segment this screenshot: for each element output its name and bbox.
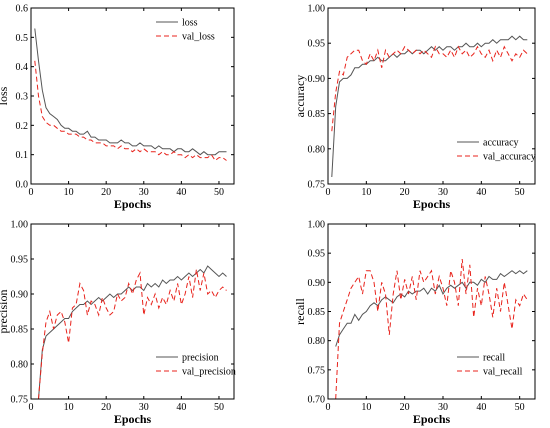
y-tick-label: 0.90 <box>308 74 326 85</box>
y-tick-label: 0.75 <box>308 365 326 376</box>
legend-label: precision <box>182 353 219 364</box>
x-tick-label: 10 <box>361 402 371 413</box>
x-tick-label: 40 <box>176 402 186 413</box>
x-tick-label: 0 <box>29 402 34 413</box>
x-axis-label: Epochs <box>114 412 152 426</box>
x-tick-label: 0 <box>326 187 331 198</box>
chart-panel-recall: 0 10 20 30 40 50 0.70 0.75 0.80 0.85 0.90 0.95 1.00 E… <box>293 220 536 426</box>
y-tick-label: 0.1 <box>16 150 29 161</box>
series-line-val-precision <box>38 269 227 399</box>
y-tick-label: 0.80 <box>11 360 29 371</box>
legend-label: accuracy <box>483 138 519 149</box>
x-axis-label: Epochs <box>413 197 451 211</box>
x-tick-label: 20 <box>400 187 410 198</box>
legend-label: loss <box>182 18 198 29</box>
y-tick-label: 0.6 <box>16 4 29 15</box>
y-tick-label: 0.75 <box>308 180 326 191</box>
legend: precision val_precision <box>156 353 236 378</box>
y-axis-label: precision <box>0 290 10 334</box>
chart-panel-accuracy: 0 10 20 30 40 50 0.75 0.80 0.85 0.90 0.95 1.00 Epoch… <box>293 4 536 212</box>
y-tick-label: 0.5 <box>16 33 29 44</box>
x-tick-label: 30 <box>139 402 149 413</box>
chart-panel-loss: 0 10 20 30 40 50 0.0 0.1 0.2 0.3 0.4 0.5 0.6 Epochs lo… <box>0 4 235 211</box>
x-tick-label: 10 <box>361 187 371 198</box>
y-tick-label: 1.00 <box>308 4 326 15</box>
y-axis-label: loss <box>0 86 10 105</box>
legend-label: recall <box>483 353 505 364</box>
y-tick-label: 0.85 <box>308 109 326 120</box>
legend: accuracy val_accuracy <box>457 138 536 163</box>
x-tick-label: 0 <box>29 187 34 198</box>
y-tick-label: 0.80 <box>308 336 326 347</box>
series-line-val-accuracy <box>331 45 528 132</box>
plot-frame <box>30 223 235 400</box>
x-tick-label: 50 <box>214 402 224 413</box>
y-tick-label: 0.90 <box>11 290 29 301</box>
x-tick-label: 20 <box>400 402 410 413</box>
y-tick-label: 0.0 <box>16 180 29 191</box>
legend: loss val_loss <box>156 18 215 43</box>
y-tick-label: 1.00 <box>11 220 29 231</box>
series-line-loss <box>34 28 227 156</box>
chart-panel-precision: 0 10 20 30 40 50 0.75 0.80 0.85 0.90 0.95 1.00 Epoch… <box>0 220 236 427</box>
y-axis-label: accuracy <box>293 75 307 118</box>
x-tick-label: 50 <box>515 187 525 198</box>
legend: recall val_recall <box>457 353 523 378</box>
y-tick-label: 0.85 <box>11 325 29 336</box>
legend-label: val_recall <box>483 367 523 378</box>
y-tick-label: 0.4 <box>16 62 29 73</box>
legend-label: val_precision <box>182 367 236 378</box>
y-tick-label: 0.3 <box>16 92 29 103</box>
y-tick-label: 0.2 <box>16 121 29 132</box>
y-axis-label: recall <box>293 298 307 325</box>
y-tick-label: 0.90 <box>308 278 326 289</box>
series-line-precision <box>38 265 227 399</box>
x-tick-label: 40 <box>176 187 186 198</box>
y-tick-label: 0.85 <box>308 307 326 318</box>
y-tick-label: 0.95 <box>308 39 326 50</box>
x-tick-label: 30 <box>438 402 448 413</box>
series-line-val-recall <box>335 258 528 399</box>
x-tick-label: 10 <box>64 402 74 413</box>
y-tick-label: 0.95 <box>11 255 29 266</box>
plot-frame <box>327 7 536 185</box>
y-tick-label: 0.75 <box>11 395 29 406</box>
x-tick-label: 50 <box>515 402 525 413</box>
legend-label: val_accuracy <box>483 152 536 163</box>
x-axis-label: Epochs <box>114 197 152 211</box>
x-tick-label: 30 <box>438 187 448 198</box>
series-line-val-loss <box>34 60 227 162</box>
y-tick-label: 1.00 <box>308 220 326 231</box>
series-line-accuracy <box>331 35 528 178</box>
x-tick-label: 30 <box>139 187 149 198</box>
x-tick-label: 20 <box>101 402 111 413</box>
y-tick-label: 0.70 <box>308 395 326 406</box>
x-tick-label: 20 <box>101 187 111 198</box>
legend-label: val_loss <box>182 32 215 43</box>
x-axis-label: Epochs <box>413 412 451 426</box>
y-tick-label: 0.95 <box>308 249 326 260</box>
x-tick-label: 50 <box>214 187 224 198</box>
x-tick-label: 40 <box>476 402 486 413</box>
y-tick-label: 0.80 <box>308 144 326 155</box>
x-tick-label: 40 <box>476 187 486 198</box>
series-line-recall <box>335 270 528 347</box>
x-tick-label: 0 <box>326 402 331 413</box>
x-tick-label: 10 <box>64 187 74 198</box>
